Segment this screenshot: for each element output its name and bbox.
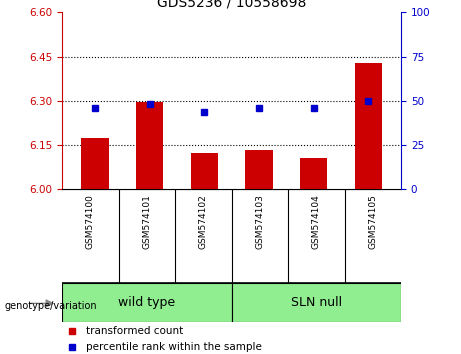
- Text: wild type: wild type: [118, 296, 176, 309]
- Text: transformed count: transformed count: [86, 326, 183, 336]
- Bar: [300, 158, 327, 189]
- Text: GSM574101: GSM574101: [142, 194, 152, 249]
- Text: genotype/variation: genotype/variation: [5, 301, 97, 311]
- Title: GDS5236 / 10558698: GDS5236 / 10558698: [157, 0, 307, 10]
- Text: SLN null: SLN null: [291, 296, 342, 309]
- Text: GSM574100: GSM574100: [86, 194, 95, 249]
- Text: GSM574105: GSM574105: [368, 194, 378, 249]
- Bar: [191, 153, 218, 189]
- Text: GSM574102: GSM574102: [199, 194, 208, 249]
- FancyBboxPatch shape: [62, 283, 231, 322]
- Bar: [81, 138, 109, 189]
- FancyBboxPatch shape: [231, 283, 401, 322]
- Bar: [355, 63, 382, 189]
- Text: percentile rank within the sample: percentile rank within the sample: [86, 342, 262, 352]
- Bar: [136, 102, 163, 189]
- Text: GSM574103: GSM574103: [255, 194, 265, 249]
- Bar: [245, 149, 272, 189]
- Text: GSM574104: GSM574104: [312, 194, 321, 249]
